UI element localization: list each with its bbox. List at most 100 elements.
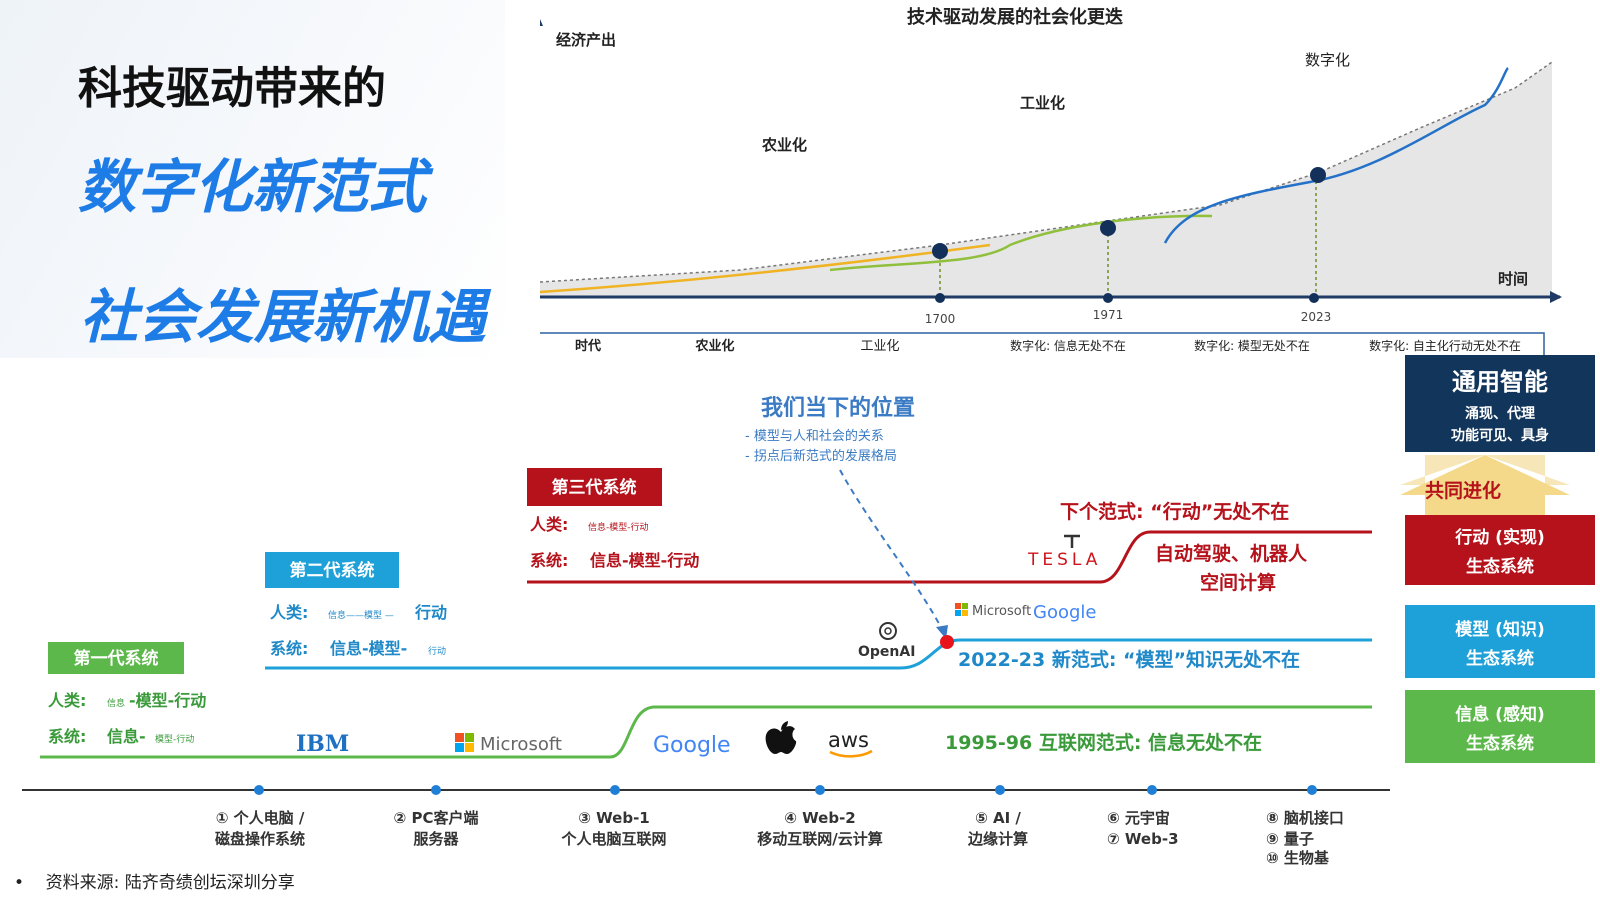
microsoft-small-logo-icon: [955, 603, 968, 616]
info-ecosystem-title: 信息 (感知): [1455, 704, 1545, 725]
milestone-6-line-1: ⑥ 元宇宙: [1107, 809, 1170, 827]
era-table: [540, 332, 1545, 355]
gen2-human-main: 行动: [414, 603, 447, 622]
y-axis-arrow: [540, 19, 543, 26]
general-intelligence-box: 通用智能 涌现、代理 功能可见、具身: [1405, 355, 1595, 452]
marker-2023: [1310, 167, 1326, 183]
gen1-badge-label: 第一代系统: [74, 648, 159, 669]
subtitle-digital-paradigm: 数字化新范式: [78, 153, 427, 221]
co-evolution-arrow-body: [1400, 455, 1570, 515]
milestone-4-line-1: ④ Web-2: [784, 809, 856, 827]
industrial-curve: [829, 214, 1213, 272]
chart-title: 技术驱动发展的社会化更迭: [907, 6, 1123, 28]
microsoft-logo-icon: [455, 733, 474, 752]
output-area: [540, 62, 1552, 297]
milestone-5-line-1: ⑤ AI /: [975, 809, 1021, 827]
paradigm-2022: 2022-23 新范式: “模型”知识无处不在: [958, 648, 1300, 671]
agriculture-curve: [540, 243, 991, 294]
green-system-line: [40, 705, 1372, 759]
current-position-title: 我们当下的位置: [761, 395, 915, 421]
openai-logo-icon: [879, 622, 897, 640]
logo-google-small: Google: [1033, 602, 1096, 623]
general-intelligence-line-2: 涌现、代理: [1465, 406, 1535, 422]
bullet-icon: •: [14, 873, 46, 893]
paradigm-next-detail-1: 自动驾驶、机器人: [1155, 542, 1308, 565]
gen1-system-main: 信息-: [107, 727, 146, 746]
general-intelligence-title: 通用智能: [1452, 368, 1548, 396]
subtitle-social-opportunity: 社会发展新机遇: [80, 283, 487, 351]
era-header-agriculture: 农业化: [694, 338, 734, 354]
tesla-logo-icon: [1064, 534, 1080, 548]
phase-label-industrial: 工业化: [1020, 94, 1065, 112]
current-position-bullet-2: - 拐点后新范式的发展格局: [745, 448, 897, 464]
timeline-dot-2: [431, 785, 441, 795]
year-label-1971: 1971: [1093, 308, 1124, 322]
year-label-2023: 2023: [1301, 310, 1332, 324]
co-evolution-arrow-icon: [1400, 455, 1570, 485]
gen2-human-small: 信息——模型 —: [328, 609, 394, 621]
tick-2023: [1309, 293, 1319, 303]
action-ecosystem-title: 行动 (实现): [1455, 528, 1545, 548]
info-ecosystem-sub: 生态系统: [1466, 733, 1534, 754]
milestone-5-line-2: 边缘计算: [967, 830, 1028, 848]
info-ecosystem-box: 信息 (感知) 生态系统: [1405, 690, 1595, 763]
logo-tesla: TESLA: [1027, 550, 1101, 570]
aws-smile-icon: [829, 749, 873, 758]
gen3-badge-label: 第三代系统: [552, 477, 637, 498]
milestone-7-line-1: ⑧ 脑机接口: [1266, 809, 1344, 827]
timeline-dot-3: [610, 785, 620, 795]
apple-logo-icon: [765, 721, 797, 754]
gen3-badge: [527, 468, 662, 506]
gen1-system-label: 系统:: [48, 727, 86, 746]
marker-1971: [1100, 220, 1116, 236]
tick-1700: [935, 293, 945, 303]
red-system-line: [527, 530, 1372, 584]
logo-microsoft: Microsoft: [480, 734, 562, 755]
milestone-1-line-2: 磁盘操作系统: [215, 830, 305, 848]
general-intelligence-line-3: 功能可见、具身: [1451, 428, 1549, 444]
phase-label-digital: 数字化: [1305, 51, 1350, 69]
milestone-2-line-2: 服务器: [413, 830, 459, 848]
current-position-bullet-1: - 模型与人和社会的关系: [745, 428, 884, 444]
milestone-7-line-3: ⑩ 生物基: [1266, 849, 1330, 865]
current-position-dot: [940, 635, 954, 649]
gen3-human-small: 信息-模型-行动: [588, 521, 649, 533]
tick-1971: [1103, 293, 1113, 303]
paradigm-1995: 1995-96 互联网范式: 信息无处不在: [945, 731, 1262, 754]
position-pointer-line: [839, 469, 946, 636]
headline: 科技驱动带来的: [78, 63, 386, 114]
gen2-system-small: 行动: [428, 645, 446, 657]
logo-aws: aws: [828, 728, 869, 752]
trend-line: [540, 61, 1553, 283]
gen2-system-label: 系统:: [270, 639, 308, 658]
action-ecosystem-box: 行动 (实现) 生态系统: [1405, 515, 1595, 585]
milestone-1-line-1: ① 个人电脑 /: [216, 809, 305, 827]
gen1-human-main: -模型-行动: [129, 691, 206, 710]
logo-ibm: IBM: [296, 731, 349, 757]
gen1-human-label: 人类:: [48, 691, 86, 710]
model-ecosystem-box: 模型 (知识) 生态系统: [1405, 605, 1595, 678]
timeline-dot-4: [815, 785, 825, 795]
paradigm-next-detail-2: 空间计算: [1200, 571, 1276, 594]
x-axis-label: 时间: [1498, 270, 1528, 288]
gen3-system-main: 信息-模型-行动: [590, 551, 699, 570]
x-axis-arrow: [1550, 291, 1562, 303]
timeline-dot-7: [1307, 785, 1317, 795]
era-header-industrial: 工业化: [860, 339, 899, 354]
logo-microsoft-small: Microsoft: [972, 604, 1031, 619]
gen1-human-small: 信息: [107, 697, 125, 709]
milestone-3-line-2: 个人电脑互联网: [560, 830, 666, 848]
model-ecosystem-sub: 生态系统: [1466, 648, 1534, 669]
gen2-human-label: 人类:: [270, 603, 308, 622]
milestone-3-line-1: ③ Web-1: [578, 809, 650, 827]
source-text: 资料来源: 陆齐奇绩创坛深圳分享: [45, 873, 295, 893]
milestone-4-line-2: 移动互联网/云计算: [757, 830, 882, 848]
gen3-system-label: 系统:: [530, 551, 568, 570]
timeline-dot-1: [254, 785, 264, 795]
digital-curve: [1163, 66, 1509, 244]
gen2-system-main: 信息-模型-: [330, 639, 407, 658]
cyan-system-line: [265, 638, 1372, 670]
paradigm-next: 下个范式: “行动”无处不在: [1060, 500, 1289, 523]
marker-1700: [932, 243, 948, 259]
headline-panel: [0, 0, 505, 358]
